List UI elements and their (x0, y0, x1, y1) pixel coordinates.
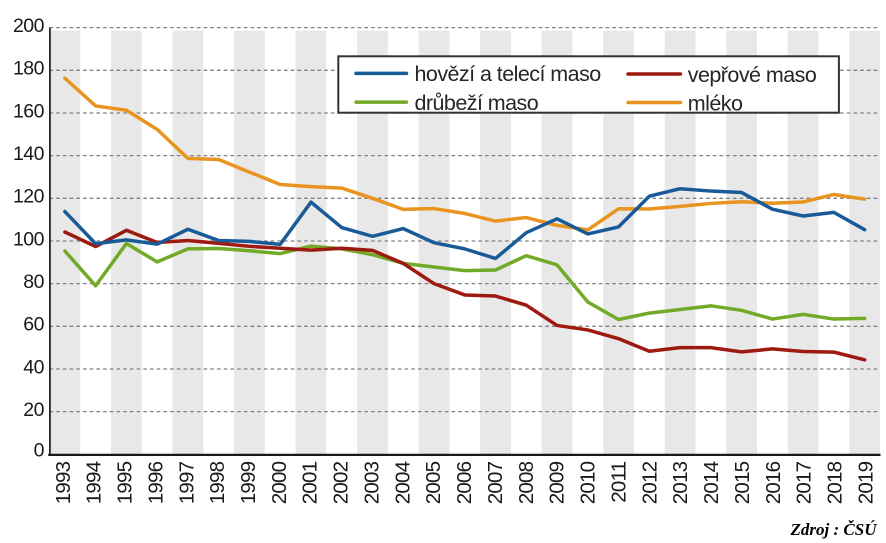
svg-text:drůbeží maso: drůbeží maso (415, 91, 539, 115)
svg-text:2009: 2009 (546, 461, 569, 504)
svg-text:120: 120 (13, 186, 45, 208)
svg-text:2017: 2017 (793, 461, 816, 504)
svg-text:1998: 1998 (206, 461, 229, 504)
svg-text:2019: 2019 (854, 461, 877, 504)
svg-text:2002: 2002 (330, 461, 353, 504)
svg-text:2010: 2010 (577, 461, 600, 504)
svg-text:1994: 1994 (83, 461, 106, 504)
svg-text:2001: 2001 (299, 461, 322, 504)
svg-text:2004: 2004 (391, 461, 414, 504)
svg-text:2011: 2011 (607, 461, 630, 502)
svg-text:140: 140 (13, 143, 45, 165)
svg-text:2000: 2000 (268, 461, 291, 504)
svg-text:2013: 2013 (669, 461, 692, 504)
svg-text:200: 200 (13, 15, 45, 37)
svg-text:vepřové maso: vepřové maso (688, 63, 817, 87)
svg-text:20: 20 (23, 399, 44, 421)
svg-text:2014: 2014 (700, 461, 723, 504)
svg-text:80: 80 (23, 271, 44, 293)
svg-text:1999: 1999 (237, 461, 260, 504)
svg-text:2003: 2003 (360, 461, 383, 504)
svg-text:2005: 2005 (422, 461, 445, 504)
svg-text:60: 60 (23, 314, 44, 336)
svg-text:160: 160 (13, 100, 45, 122)
svg-text:1993: 1993 (52, 461, 75, 504)
svg-text:180: 180 (13, 58, 45, 80)
svg-text:2018: 2018 (824, 461, 847, 504)
svg-text:2007: 2007 (484, 461, 507, 504)
svg-text:1996: 1996 (144, 461, 167, 504)
svg-text:2012: 2012 (638, 461, 661, 504)
svg-text:2008: 2008 (515, 461, 538, 504)
svg-text:2006: 2006 (453, 461, 476, 504)
svg-text:Zdroj : ČSÚ: Zdroj : ČSÚ (790, 520, 878, 539)
svg-text:2015: 2015 (731, 461, 754, 504)
svg-text:100: 100 (13, 228, 45, 250)
svg-text:1995: 1995 (114, 461, 137, 504)
svg-text:0: 0 (34, 440, 45, 462)
svg-text:40: 40 (23, 356, 44, 378)
svg-text:mléko: mléko (688, 91, 743, 115)
svg-text:1997: 1997 (175, 461, 198, 504)
svg-text:2016: 2016 (762, 461, 785, 504)
svg-text:hovězí a telecí maso: hovězí a telecí maso (415, 62, 602, 86)
